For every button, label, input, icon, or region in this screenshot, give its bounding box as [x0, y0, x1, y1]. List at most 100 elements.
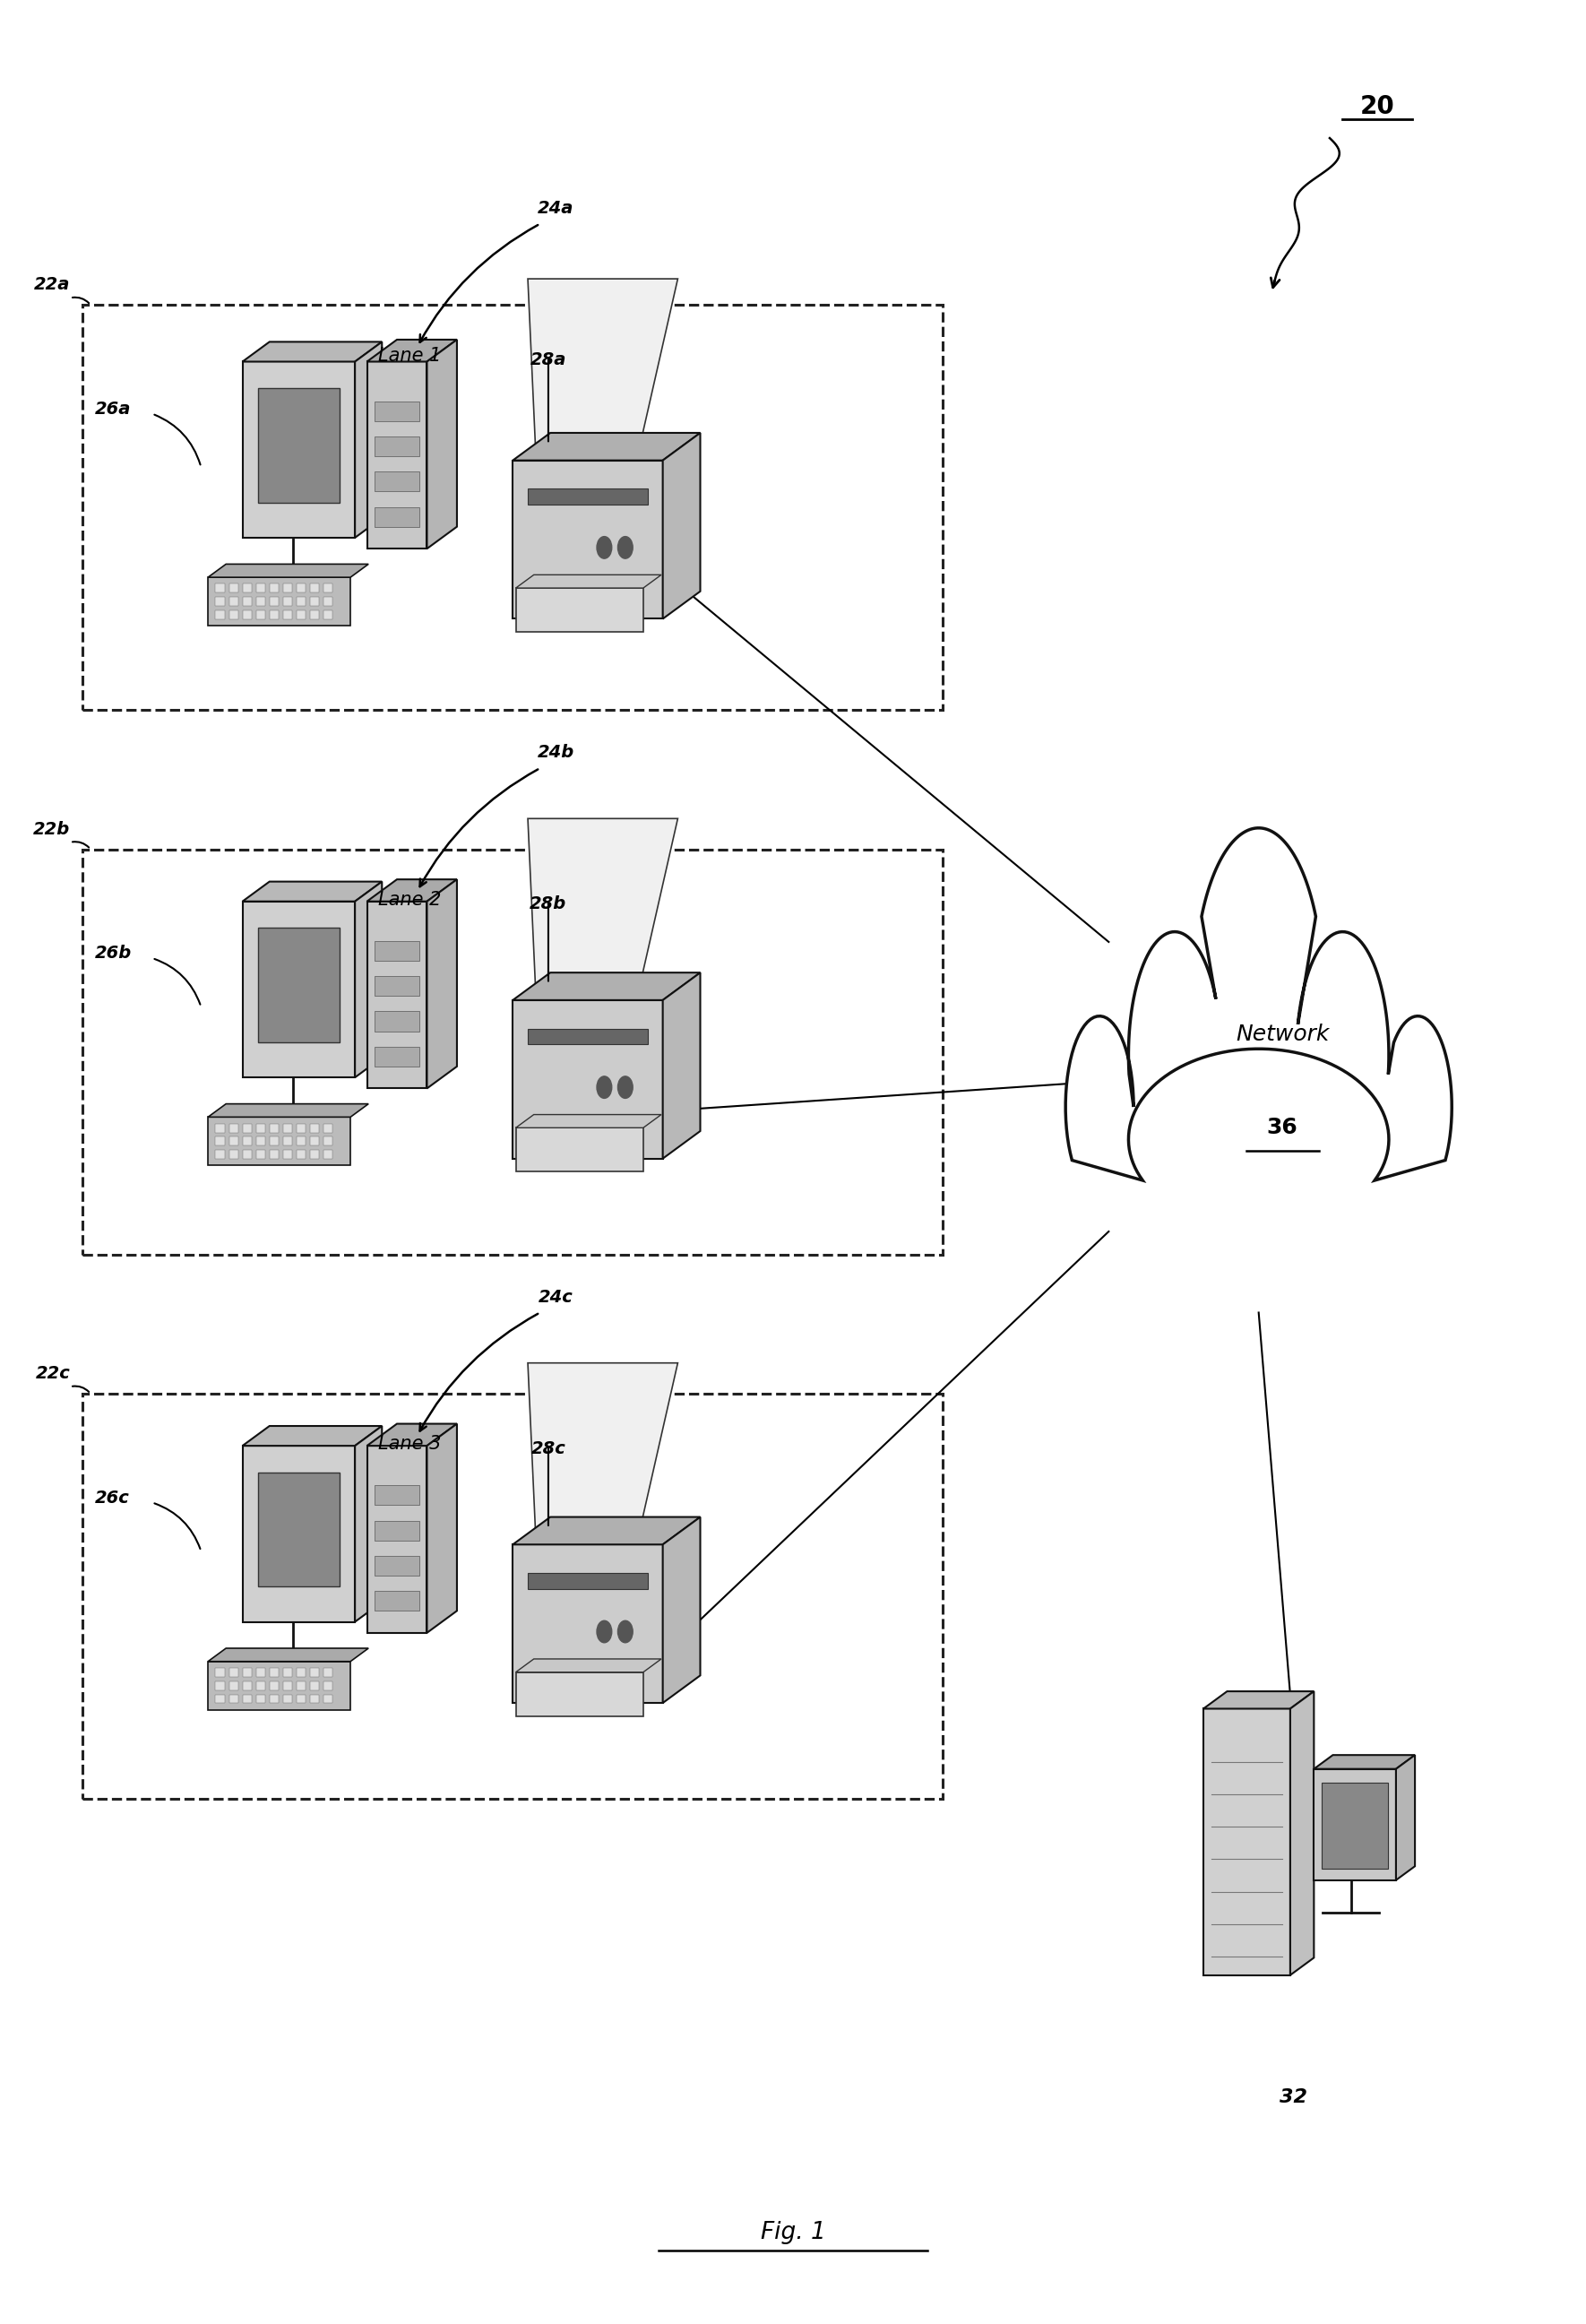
- Bar: [255, 597, 265, 607]
- Bar: [243, 611, 252, 618]
- Bar: [228, 1694, 238, 1703]
- Polygon shape: [515, 574, 661, 588]
- Text: Lane 3: Lane 3: [377, 1436, 441, 1452]
- Bar: [309, 597, 319, 607]
- Bar: [297, 1669, 306, 1678]
- Polygon shape: [515, 1673, 644, 1715]
- Bar: [297, 583, 306, 593]
- Text: Lane 2: Lane 2: [377, 890, 441, 909]
- Bar: [297, 611, 306, 618]
- Bar: [324, 611, 333, 618]
- Bar: [297, 1680, 306, 1690]
- Polygon shape: [528, 279, 677, 444]
- Polygon shape: [512, 974, 701, 999]
- Bar: [309, 1680, 319, 1690]
- Polygon shape: [515, 1116, 661, 1127]
- Text: 22c: 22c: [35, 1364, 70, 1383]
- Polygon shape: [208, 565, 368, 576]
- Bar: [255, 1150, 265, 1160]
- Polygon shape: [208, 1104, 368, 1118]
- Circle shape: [596, 1620, 612, 1643]
- Text: Network: Network: [1235, 1025, 1329, 1046]
- Polygon shape: [374, 1046, 419, 1067]
- Text: 28a: 28a: [530, 351, 566, 367]
- Bar: [255, 583, 265, 593]
- Bar: [228, 583, 238, 593]
- Text: 26a: 26a: [95, 400, 132, 418]
- Polygon shape: [355, 1427, 382, 1622]
- Polygon shape: [366, 339, 457, 363]
- Polygon shape: [366, 363, 427, 548]
- Bar: [228, 597, 238, 607]
- Polygon shape: [355, 342, 382, 537]
- Polygon shape: [663, 974, 701, 1160]
- Circle shape: [619, 1620, 633, 1643]
- Text: 24c: 24c: [539, 1287, 573, 1306]
- Bar: [243, 597, 252, 607]
- Polygon shape: [528, 1362, 677, 1527]
- Polygon shape: [208, 576, 351, 625]
- Polygon shape: [374, 402, 419, 421]
- Text: 32: 32: [1280, 2089, 1307, 2106]
- Bar: [216, 1694, 225, 1703]
- Polygon shape: [243, 881, 382, 902]
- Bar: [216, 583, 225, 593]
- Bar: [309, 1125, 319, 1132]
- Bar: [282, 1125, 292, 1132]
- Bar: [324, 1125, 333, 1132]
- Polygon shape: [663, 1518, 701, 1703]
- Bar: [297, 597, 306, 607]
- Polygon shape: [208, 1118, 351, 1164]
- Bar: [243, 583, 252, 593]
- Bar: [324, 1136, 333, 1146]
- Polygon shape: [259, 388, 339, 502]
- Bar: [255, 611, 265, 618]
- Bar: [309, 1694, 319, 1703]
- Polygon shape: [374, 1485, 419, 1506]
- Polygon shape: [243, 902, 355, 1078]
- Polygon shape: [528, 488, 647, 504]
- Bar: [228, 611, 238, 618]
- Bar: [82, 304, 944, 711]
- Polygon shape: [366, 902, 427, 1088]
- Polygon shape: [374, 507, 419, 528]
- Polygon shape: [427, 878, 457, 1088]
- Polygon shape: [374, 472, 419, 490]
- Bar: [282, 1136, 292, 1146]
- Bar: [243, 1150, 252, 1160]
- Bar: [228, 1150, 238, 1160]
- Polygon shape: [1396, 1755, 1415, 1880]
- Polygon shape: [1204, 1692, 1313, 1708]
- Bar: [270, 611, 279, 618]
- Bar: [243, 1669, 252, 1678]
- Bar: [309, 1150, 319, 1160]
- Polygon shape: [374, 941, 419, 960]
- Bar: [270, 1125, 279, 1132]
- Bar: [216, 1125, 225, 1132]
- Text: 28c: 28c: [531, 1441, 566, 1457]
- Bar: [282, 1694, 292, 1703]
- Polygon shape: [259, 927, 339, 1041]
- Bar: [282, 1669, 292, 1678]
- Circle shape: [596, 537, 612, 558]
- Polygon shape: [512, 999, 663, 1160]
- Bar: [324, 1694, 333, 1703]
- Polygon shape: [208, 1648, 368, 1662]
- Text: Lane 1: Lane 1: [377, 346, 441, 365]
- Bar: [228, 1125, 238, 1132]
- Bar: [216, 1136, 225, 1146]
- Bar: [243, 1125, 252, 1132]
- Bar: [324, 583, 333, 593]
- Bar: [309, 583, 319, 593]
- Bar: [297, 1694, 306, 1703]
- Polygon shape: [374, 1520, 419, 1541]
- Bar: [228, 1680, 238, 1690]
- Bar: [270, 1694, 279, 1703]
- Polygon shape: [528, 1030, 647, 1043]
- Polygon shape: [528, 818, 677, 983]
- Bar: [282, 583, 292, 593]
- Circle shape: [619, 537, 633, 558]
- Polygon shape: [208, 1662, 351, 1710]
- Text: 24b: 24b: [538, 744, 574, 762]
- Bar: [216, 1150, 225, 1160]
